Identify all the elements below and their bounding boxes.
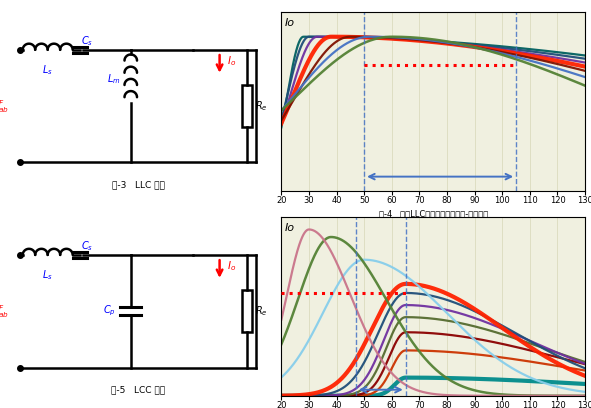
Bar [242, 290, 252, 333]
Text: $L_s$: $L_s$ [43, 63, 53, 77]
Text: $V_{ab}^F$: $V_{ab}^F$ [0, 303, 8, 319]
Text: 图-3   LLC 拓扑: 图-3 LLC 拓扑 [112, 180, 164, 189]
Text: $V_{ab}^F$: $V_{ab}^F$ [0, 98, 8, 115]
Text: Io: Io [284, 223, 294, 233]
Text: $R_e$: $R_e$ [255, 99, 267, 113]
Text: $I_o$: $I_o$ [227, 55, 236, 68]
Text: $I_o$: $I_o$ [227, 259, 236, 273]
Text: $R_e$: $R_e$ [255, 304, 267, 318]
Bar [242, 85, 252, 127]
Text: $L_m$: $L_m$ [107, 72, 121, 86]
X-axis label: 图-4   采用LLC做恒流的输出电流-频率曲线: 图-4 采用LLC做恒流的输出电流-频率曲线 [379, 209, 488, 218]
Text: $C_s$: $C_s$ [81, 34, 93, 48]
Text: 图-5   LCC 拓扑: 图-5 LCC 拓扑 [111, 386, 165, 395]
Text: $L_s$: $L_s$ [43, 268, 53, 282]
Text: $C_p$: $C_p$ [103, 304, 115, 319]
Text: Io: Io [284, 18, 294, 28]
Text: $C_s$: $C_s$ [81, 239, 93, 253]
